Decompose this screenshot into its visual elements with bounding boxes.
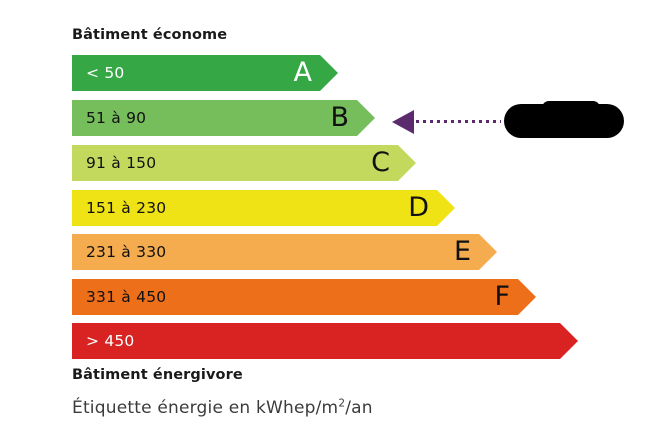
energy-class-bar [72,190,455,226]
bottom-caption-energy-intensive: Bâtiment énergivore [72,367,243,383]
energy-class-letter: A [293,57,312,88]
energy-class-row-a: < 50 A [72,55,338,91]
energy-class-row-f: 331 à 450 F [72,279,536,315]
energy-class-letter: F [494,281,510,312]
energy-class-letter: D [408,192,429,223]
energy-class-range: 91 à 150 [86,154,157,172]
selected-class-marker [392,101,624,140]
energy-class-bar [72,279,536,315]
energy-class-row-b: 51 à 90 B [72,100,375,136]
energy-class-range: > 450 [86,332,135,350]
energy-class-bar [72,55,338,91]
energy-class-range: 331 à 450 [86,288,167,306]
energy-class-row-e: 231 à 330 E [72,234,497,270]
footer-exponent: 2 [338,397,346,410]
energy-class-letter: B [330,102,349,133]
energy-class-letter: C [371,147,390,178]
energy-class-bar [72,234,497,270]
energy-class-range: 231 à 330 [86,243,167,261]
marker-dotted-line [416,120,501,123]
energy-class-bar [72,100,375,136]
energy-class-row: > 450 [72,323,578,359]
footer-unit-note: Étiquette énergie en kWhep/m2/an [72,398,373,418]
energy-class-range: 51 à 90 [86,109,147,127]
energy-class-row-d: 151 à 230 D [72,190,455,226]
redaction-blob [504,101,624,138]
energy-class-letter: E [453,236,471,267]
footer-prefix: Étiquette énergie en kWhep/m [72,398,339,418]
marker-triangle-icon [392,110,414,134]
energy-class-range: 151 à 230 [86,199,167,217]
energy-class-range: < 50 [86,64,125,82]
energy-class-row-c: 91 à 150 C [72,145,416,181]
top-caption-economical: Bâtiment économe [72,27,228,43]
energy-class-bar [72,323,578,359]
footer-suffix: /an [345,398,373,418]
energy-class-bar [72,145,416,181]
